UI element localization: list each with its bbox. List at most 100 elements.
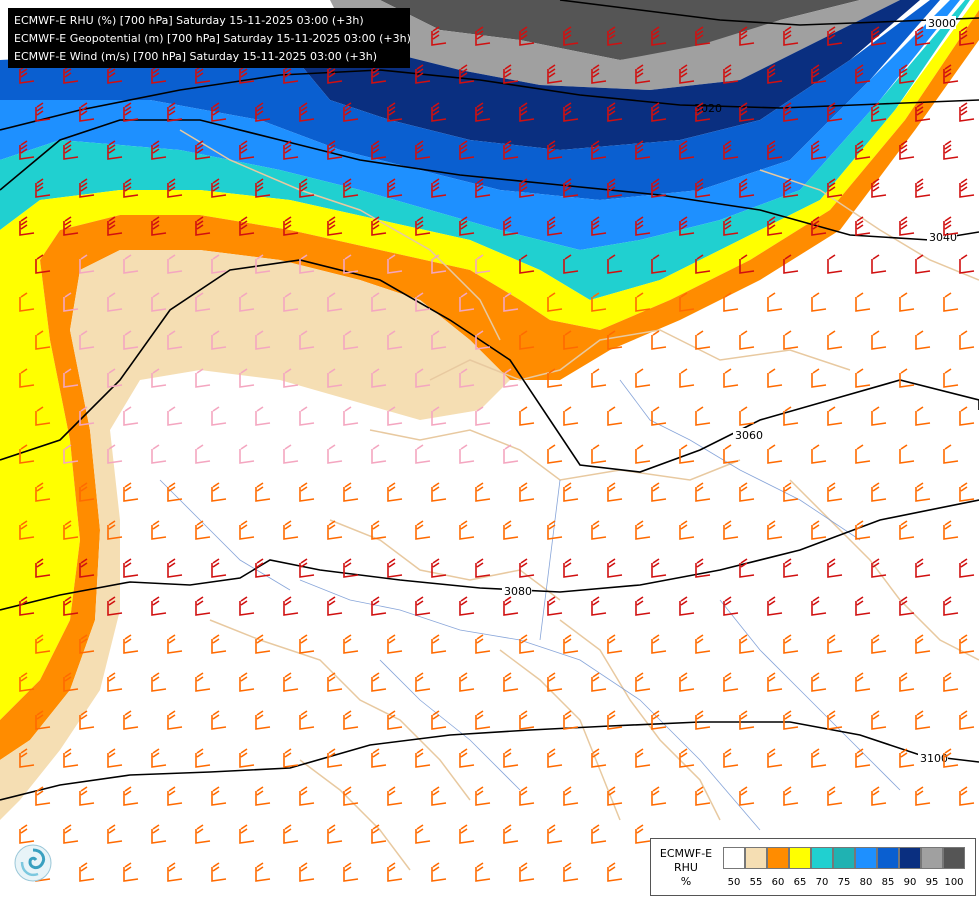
wind-barb [503, 520, 519, 540]
wind-barb [871, 178, 887, 198]
wind-barb [151, 216, 167, 236]
wind-barb [899, 64, 915, 84]
wind-barb [167, 406, 183, 426]
geopotential-contours [0, 0, 979, 801]
wind-barb [855, 444, 871, 464]
wind-barb [695, 178, 711, 198]
wind-barb [519, 710, 535, 730]
wind-barb [167, 710, 183, 730]
wind-barb [739, 26, 755, 46]
wind-barb [591, 64, 607, 84]
legend-level-label: 65 [793, 877, 807, 888]
wind-barb [299, 482, 315, 502]
wind-barb [679, 368, 695, 388]
wind-barb [767, 520, 783, 540]
wind-barb [607, 786, 623, 806]
wind-barb [475, 862, 491, 882]
rhu-band-95 [330, 0, 900, 90]
wind-barb [431, 710, 447, 730]
wind-barb [431, 406, 447, 426]
wind-barb [79, 102, 95, 122]
contour-3100 [0, 721, 979, 801]
wind-barb [107, 824, 123, 844]
wind-barb [695, 634, 711, 654]
wind-barb [431, 178, 447, 198]
wind-barb [35, 406, 51, 426]
wind-barb [299, 406, 315, 426]
contour-3080 [0, 499, 979, 611]
wind-barb [651, 558, 667, 578]
wind-barb [19, 444, 35, 464]
wind-barb [255, 406, 271, 426]
legend-title-variable: RHU [674, 861, 698, 874]
wind-barb [723, 444, 739, 464]
wind-barb [239, 292, 255, 312]
wind-barb [63, 292, 79, 312]
wind-barb [871, 102, 887, 122]
legend-title-model: ECMWF-E [659, 847, 713, 860]
wind-barb [855, 672, 871, 692]
wind-barb [459, 672, 475, 692]
wind-barb [783, 254, 799, 274]
wind-barb [415, 292, 431, 312]
wind-barb [827, 102, 843, 122]
wind-barb [635, 520, 651, 540]
wind-barb [739, 710, 755, 730]
wind-barb [959, 254, 975, 274]
wind-barb [855, 64, 871, 84]
wind-barb [299, 178, 315, 198]
rhu-band-75 [0, 0, 960, 250]
wind-barb [19, 140, 35, 160]
wind-barb [459, 596, 475, 616]
wind-barb [855, 216, 871, 236]
wind-barb [371, 140, 387, 160]
wind-barb [959, 710, 975, 730]
wind-barb [63, 824, 79, 844]
wind-barb [607, 26, 623, 46]
wind-barb [827, 406, 843, 426]
wind-barb [519, 558, 535, 578]
map-info-header: ECMWF-E RHU (%) [700 hPa] Saturday 15-11… [8, 8, 411, 68]
wind-barb [959, 26, 975, 46]
wind-barb [167, 862, 183, 882]
wind-barb [343, 482, 359, 502]
wind-barb [943, 672, 959, 692]
wind-barb [415, 672, 431, 692]
wind-barb [415, 140, 431, 160]
wind-barb [79, 254, 95, 274]
wind-barb [415, 596, 431, 616]
wind-barb [811, 748, 827, 768]
wind-barb [811, 520, 827, 540]
rhu-band-100 [380, 0, 860, 60]
wind-barb [195, 748, 211, 768]
wind-barb [283, 140, 299, 160]
wind-barb [943, 368, 959, 388]
wind-barb [387, 102, 403, 122]
wind-barb [343, 330, 359, 350]
wind-barb [79, 862, 95, 882]
wind-barb [327, 824, 343, 844]
wind-barb [695, 710, 711, 730]
wind-barb [475, 178, 491, 198]
wind-barb [79, 178, 95, 198]
wind-barb [591, 292, 607, 312]
wind-barb [327, 216, 343, 236]
wind-barb [283, 292, 299, 312]
wind-barb [195, 824, 211, 844]
wind-barb [195, 140, 211, 160]
wind-barb [283, 596, 299, 616]
wind-barb [167, 330, 183, 350]
wind-barb [195, 216, 211, 236]
wind-barb [415, 444, 431, 464]
wind-barb [783, 330, 799, 350]
wind-barb [855, 748, 871, 768]
wind-barb [563, 558, 579, 578]
wind-barb [151, 748, 167, 768]
wind-barb [79, 634, 95, 654]
wind-barb [899, 140, 915, 160]
wind-barb [503, 596, 519, 616]
wind-barb [695, 786, 711, 806]
wind-barb [167, 558, 183, 578]
wind-barb [563, 482, 579, 502]
wind-barb [343, 634, 359, 654]
